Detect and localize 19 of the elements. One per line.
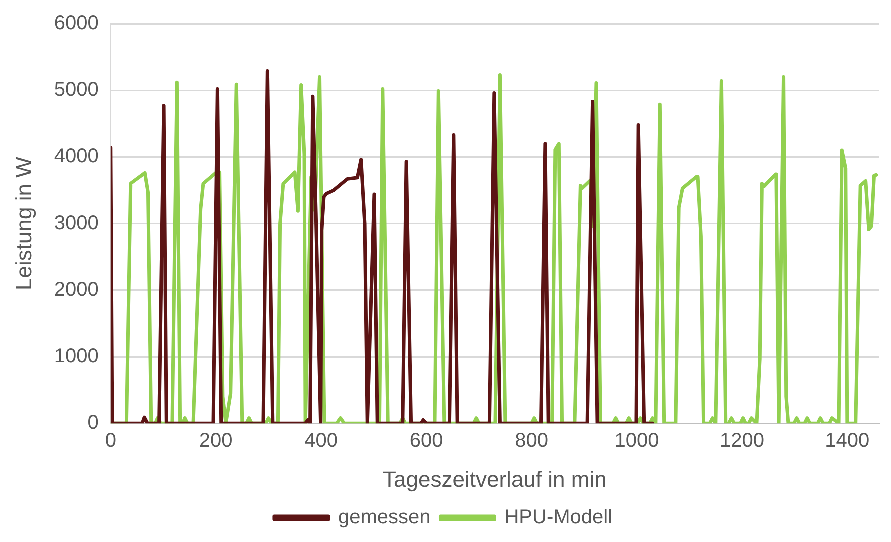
x-tick-label: 400 bbox=[304, 430, 338, 452]
x-tick-label: 0 bbox=[105, 430, 116, 452]
x-tick-label: 600 bbox=[410, 430, 444, 452]
y-tick-label: 5000 bbox=[54, 79, 99, 102]
y-axis-title: Leistung in W bbox=[11, 156, 36, 290]
x-tick-label: 1000 bbox=[614, 430, 660, 452]
y-tick-label: 2000 bbox=[54, 278, 99, 301]
legend-label: HPU-Modell bbox=[504, 506, 613, 529]
x-tick-label: 800 bbox=[515, 430, 548, 452]
x-tick-label: 1200 bbox=[720, 430, 764, 452]
y-tick-label: 1000 bbox=[54, 346, 99, 368]
y-tick-label: 0 bbox=[88, 412, 99, 434]
legend-label: gemessen bbox=[338, 506, 431, 529]
y-tick-label: 6000 bbox=[54, 12, 99, 35]
x-tick-label: 1400 bbox=[825, 430, 870, 452]
y-tick-label: 3000 bbox=[54, 212, 99, 234]
y-tick-label: 4000 bbox=[54, 146, 99, 168]
x-axis-title: Tageszeitverlauf in min bbox=[383, 466, 607, 492]
x-tick-label: 200 bbox=[199, 430, 233, 452]
